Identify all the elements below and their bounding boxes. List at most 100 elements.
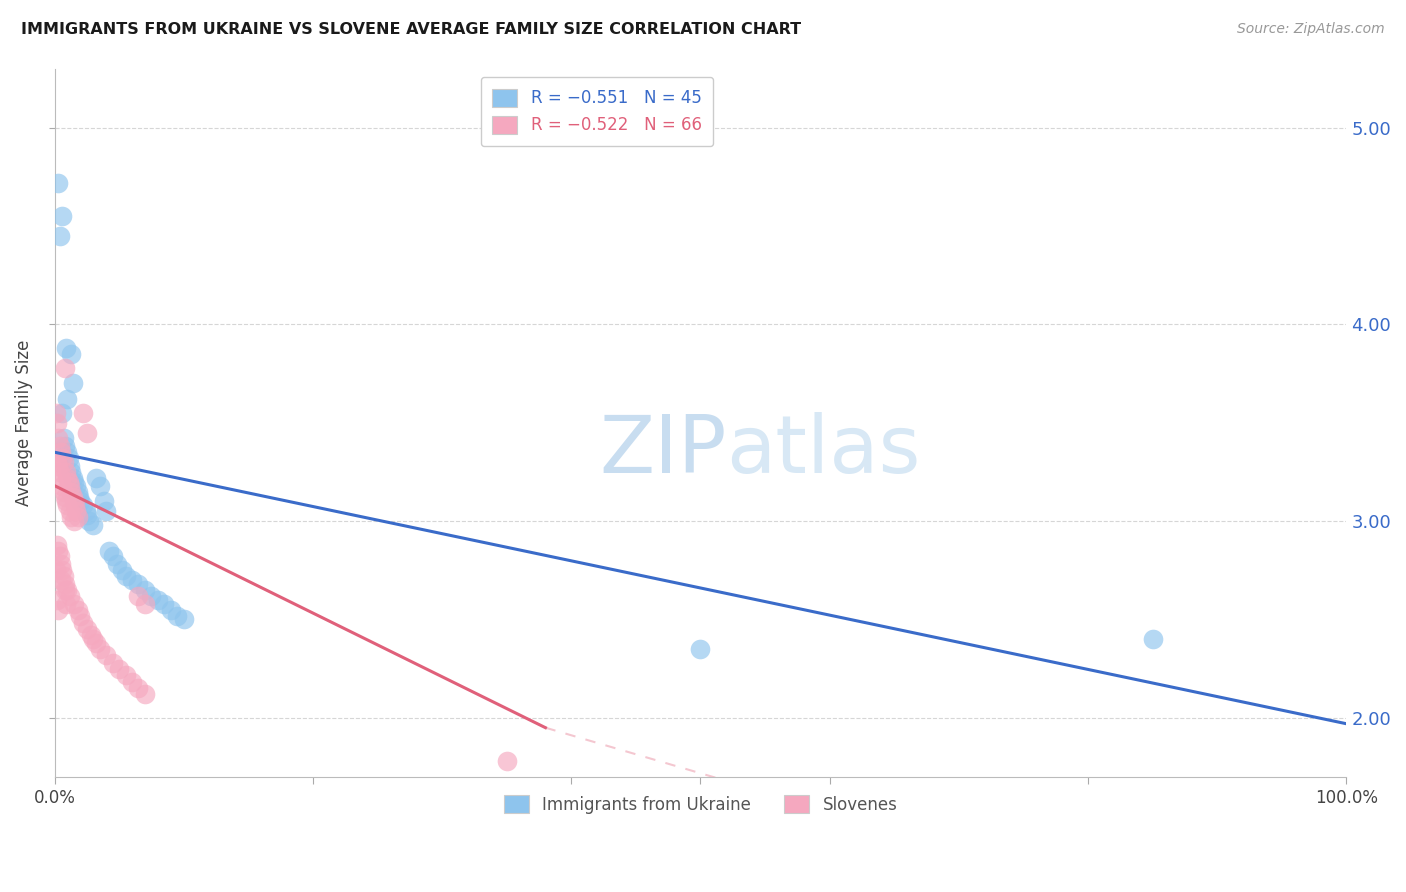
Point [55, 341, 77, 355]
Point [72, 406, 94, 420]
Text: ZIP: ZIP [599, 412, 727, 490]
Point [96, 648, 118, 662]
Point [53, 491, 76, 505]
Point [62, 471, 84, 485]
Point [46, 538, 69, 552]
Point [51, 209, 73, 223]
Point [51, 478, 73, 492]
Point [48, 543, 70, 558]
Point [153, 597, 176, 611]
Point [53, 582, 76, 597]
Text: Source: ZipAtlas.com: Source: ZipAtlas.com [1237, 22, 1385, 37]
Point [52, 455, 75, 469]
Point [128, 589, 150, 603]
Point [49, 471, 72, 485]
Point [101, 549, 124, 564]
Point [58, 475, 80, 489]
Point [76, 508, 98, 523]
Point [52, 569, 75, 583]
Point [52, 484, 75, 499]
Point [82, 518, 104, 533]
Point [128, 681, 150, 696]
Point [49, 558, 72, 572]
Point [75, 504, 97, 518]
Point [53, 360, 76, 375]
Point [89, 642, 111, 657]
Point [49, 445, 72, 459]
Point [63, 499, 86, 513]
Point [45, 406, 67, 420]
Point [689, 642, 711, 657]
Point [166, 608, 188, 623]
Point [121, 675, 143, 690]
Point [48, 228, 70, 243]
Point [56, 445, 79, 459]
Text: IMMIGRANTS FROM UKRAINE VS SLOVENE AVERAGE FAMILY SIZE CORRELATION CHART: IMMIGRANTS FROM UKRAINE VS SLOVENE AVERA… [21, 22, 801, 37]
Point [46, 455, 69, 469]
Point [66, 510, 89, 524]
Point [69, 608, 91, 623]
Point [80, 628, 103, 642]
Point [84, 471, 107, 485]
Point [63, 475, 86, 489]
Point [111, 563, 134, 577]
Point [59, 458, 82, 473]
Point [93, 494, 115, 508]
Point [59, 504, 82, 518]
Point [134, 582, 156, 597]
Point [58, 451, 80, 466]
Point [62, 376, 84, 391]
Point [46, 592, 69, 607]
Point [65, 478, 87, 492]
Point [48, 602, 70, 616]
Point [60, 465, 83, 479]
Point [141, 589, 163, 603]
Point [173, 612, 195, 626]
Point [60, 347, 83, 361]
Point [72, 616, 94, 631]
Point [128, 577, 150, 591]
Point [69, 494, 91, 508]
Point [48, 458, 70, 473]
Point [62, 491, 84, 505]
Point [134, 687, 156, 701]
Point [67, 491, 90, 505]
Point [84, 636, 107, 650]
Point [45, 563, 67, 577]
Point [48, 439, 70, 453]
Point [53, 439, 76, 453]
Point [63, 514, 86, 528]
Point [56, 499, 79, 513]
Point [46, 416, 69, 430]
Point [63, 494, 86, 508]
Point [114, 569, 136, 583]
Point [76, 622, 98, 636]
Point [59, 589, 82, 603]
Point [60, 510, 83, 524]
Point [146, 592, 169, 607]
Point [79, 514, 101, 528]
Y-axis label: Average Family Size: Average Family Size [15, 340, 32, 506]
Point [48, 176, 70, 190]
Point [56, 392, 79, 406]
Point [76, 425, 98, 440]
Point [51, 563, 73, 577]
Point [56, 471, 79, 485]
Point [159, 602, 181, 616]
Point [60, 484, 83, 499]
Point [72, 499, 94, 513]
Point [48, 549, 70, 564]
Point [63, 597, 86, 611]
Point [56, 582, 79, 597]
Point [51, 451, 73, 466]
Legend: Immigrants from Ukraine, Slovenes: Immigrants from Ukraine, Slovenes [492, 783, 910, 825]
Point [66, 484, 89, 499]
Point [1142, 632, 1164, 647]
Point [82, 632, 104, 647]
Point [55, 465, 77, 479]
Point [121, 573, 143, 587]
Point [55, 597, 77, 611]
Point [51, 406, 73, 420]
Point [105, 558, 128, 572]
Point [89, 478, 111, 492]
